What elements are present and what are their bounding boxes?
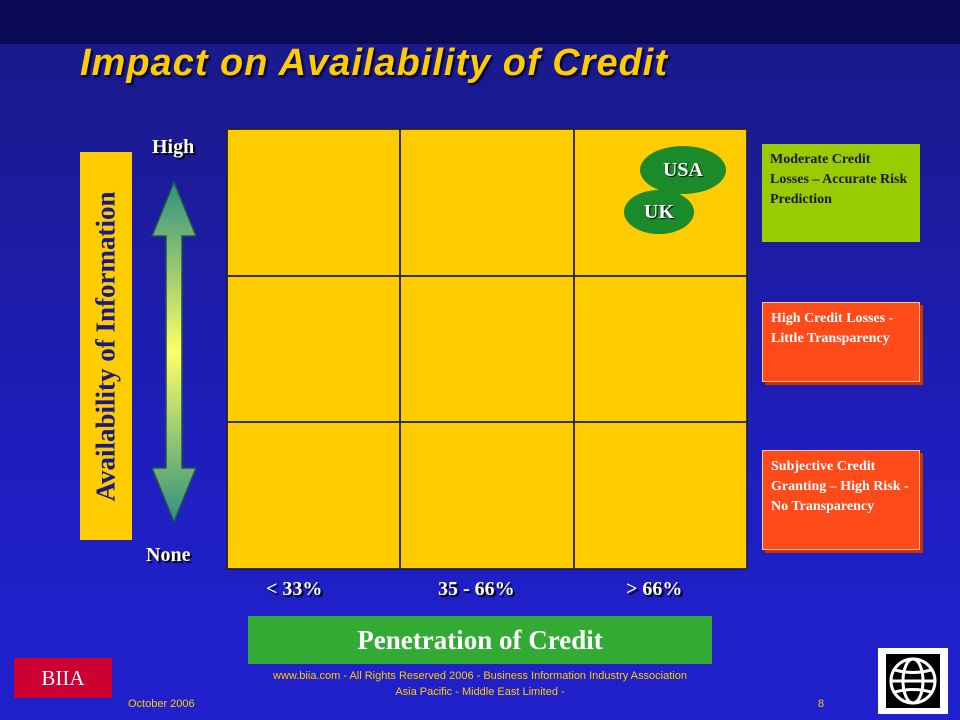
y-axis-label: Availability of Information [90, 191, 121, 501]
grid-cell [573, 275, 747, 423]
y-low-label: None [146, 544, 191, 566]
double-arrow-icon [150, 180, 198, 524]
x-tick-mid: 35 - 66% [438, 578, 515, 600]
x-tick-high: > 66% [626, 578, 683, 600]
footer-text: www.biia.com - All Rights Reserved 2006 … [120, 668, 840, 700]
marker-usa: USA [640, 146, 726, 194]
grid-cell [400, 422, 574, 569]
grid-cell [573, 422, 747, 569]
globe-icon [886, 654, 940, 708]
x-tick-low: < 33% [266, 578, 323, 600]
x-axis-label-box: Penetration of Credit [248, 616, 712, 664]
slide-title: Impact on Availability of Credit [80, 42, 669, 84]
grid-cell [227, 275, 401, 423]
page-number: 8 [818, 698, 825, 710]
footer-date: October 2006 [128, 698, 195, 710]
top-bar [0, 0, 960, 44]
world-bank-logo [878, 648, 948, 714]
footer-line-2: Asia Pacific - Middle East Limited - [395, 686, 565, 698]
legend-high-losses: High Credit Losses - Little Transparency [762, 302, 920, 382]
legend-moderate: Moderate Credit Losses – Accurate Risk P… [762, 144, 920, 242]
marker-uk-label: UK [644, 200, 674, 223]
marker-uk: UK [624, 190, 694, 234]
y-high-label: High [152, 136, 195, 158]
grid-cell [227, 422, 401, 569]
footer-line-1: www.biia.com - All Rights Reserved 2006 … [273, 670, 687, 682]
marker-usa-label: USA [662, 158, 703, 181]
legend-subjective: Subjective Credit Granting – High Risk -… [762, 450, 920, 550]
biia-logo: BIIA [14, 658, 112, 698]
biia-logo-text: BIIA [41, 665, 85, 690]
grid-cell [400, 129, 574, 276]
grid-cell [227, 129, 401, 276]
grid-cell [400, 275, 574, 423]
y-axis-label-box: Availability of Information [80, 152, 132, 540]
x-axis-label: Penetration of Credit [357, 624, 603, 655]
